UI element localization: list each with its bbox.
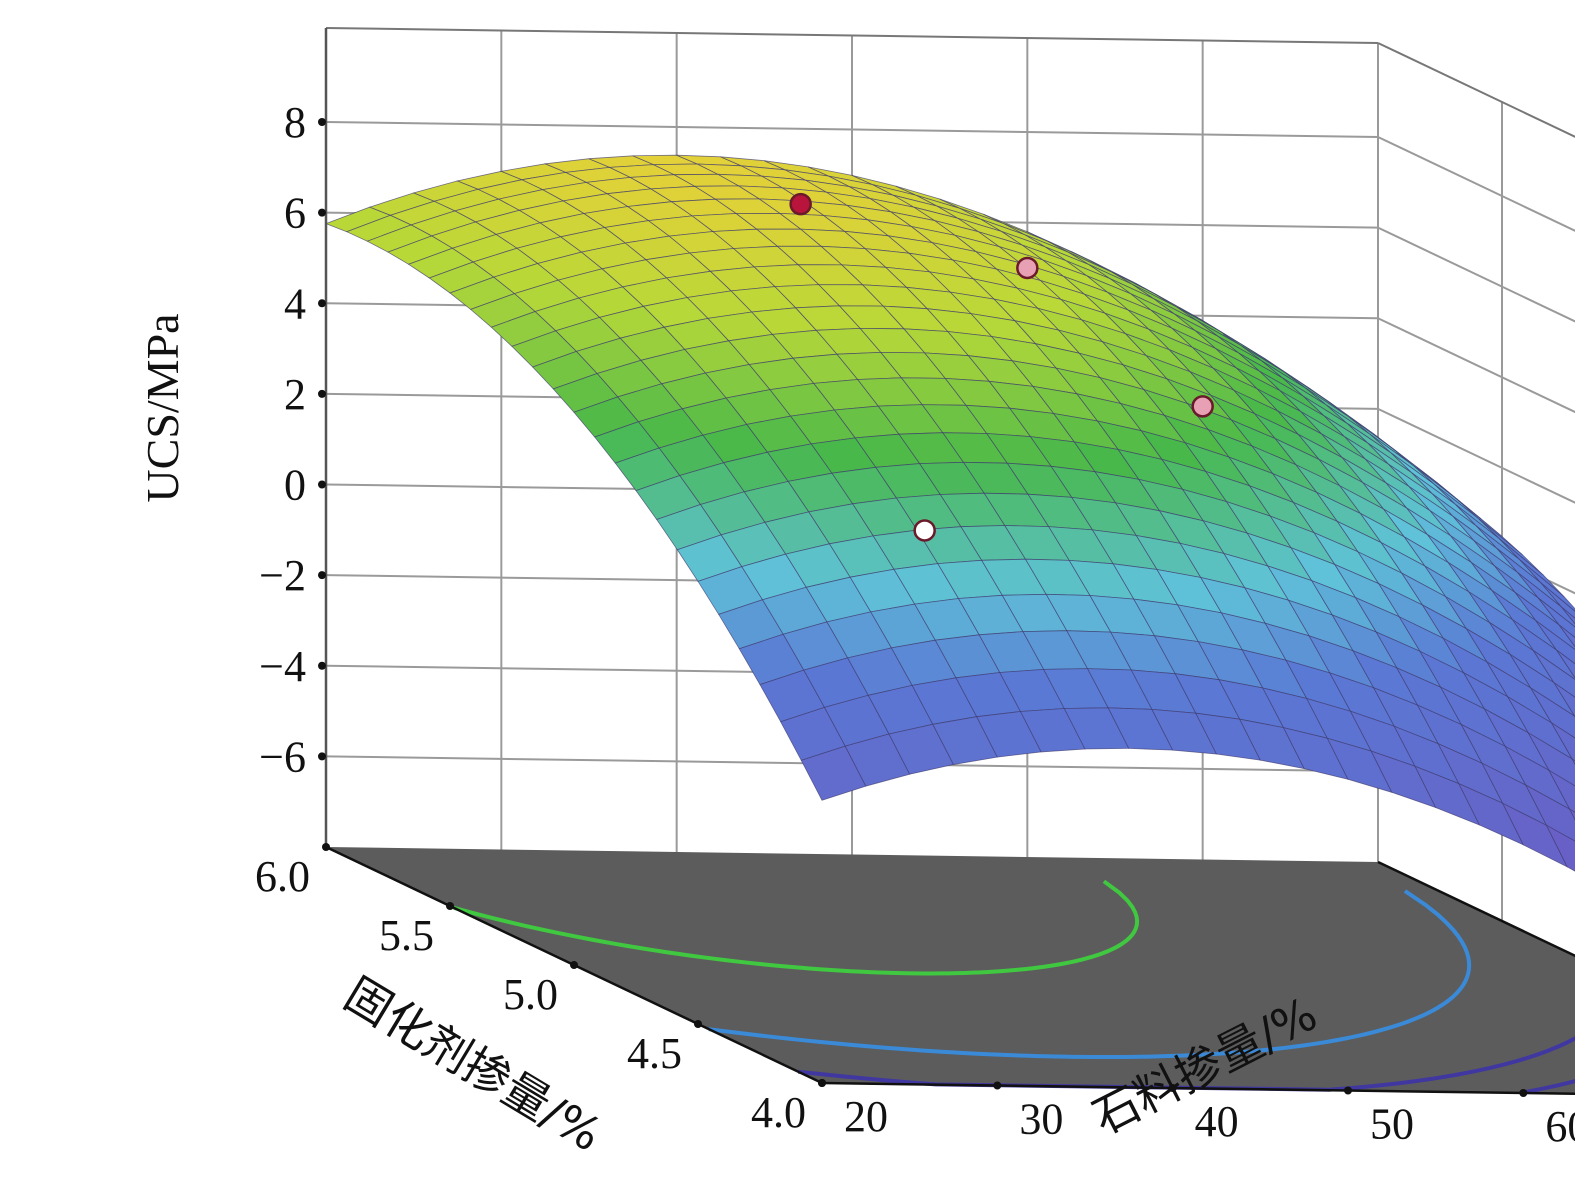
wall-grid-line (1377, 136, 1575, 232)
surface-patch (1512, 619, 1575, 680)
surface-patch (1571, 758, 1575, 765)
agent-tick-label: 4.5 (627, 1029, 682, 1078)
surface-patch (1524, 784, 1575, 842)
contour-line (453, 879, 1140, 976)
z-tick-mark (318, 752, 326, 761)
surface-patch (1568, 808, 1575, 821)
surface-patch (1530, 687, 1575, 739)
agent-tick-label: 6.0 (255, 852, 310, 901)
z-tick-mark (318, 299, 326, 308)
z-tick-label: 6 (284, 189, 306, 238)
stone-tick-label: 40 (1195, 1097, 1239, 1146)
surface-patch (1527, 731, 1575, 787)
surface-patch (1556, 649, 1575, 679)
stone-tick-label: 30 (1019, 1095, 1063, 1144)
z-tick-mark (318, 480, 326, 489)
design-points (789, 192, 1214, 542)
z-tick-label: −2 (259, 551, 306, 600)
agent-axis-label: 固化剂掺量/% (335, 967, 611, 1162)
z-tick-mark (318, 389, 326, 398)
contour-line (1522, 1079, 1575, 1095)
design-point (1016, 256, 1039, 280)
z-tick-label: 2 (284, 370, 306, 419)
z-tick-mark (318, 208, 326, 217)
wall-grid-line (1377, 226, 1575, 323)
wall-grid-line (1377, 407, 1575, 504)
response-surface (324, 154, 1575, 872)
floor-plane (326, 847, 1575, 1094)
z-tick-mark (318, 661, 326, 670)
surface-patch (1537, 597, 1575, 638)
stone-tick-mark (1519, 1089, 1528, 1097)
wall-edge (325, 27, 1379, 44)
surface-patch (1535, 620, 1575, 665)
z-tick-mark (318, 118, 326, 126)
surface-patch (1540, 582, 1575, 619)
stone-tick-mark (818, 1079, 826, 1087)
agent-tick-label: 5.0 (503, 970, 558, 1019)
design-point (1191, 395, 1214, 418)
wall-grid-line (1377, 317, 1575, 414)
surface-patch (1558, 624, 1575, 648)
surface-patch (1532, 650, 1575, 698)
surface-patch (1551, 722, 1575, 762)
z-tick-mark (318, 571, 326, 580)
z-tick-label: 4 (284, 279, 306, 328)
design-point (913, 519, 936, 542)
agent-tick-label: 5.5 (379, 911, 434, 960)
z-tick-label: 0 (284, 461, 306, 510)
z-tick-label: 8 (284, 98, 306, 147)
surface-patch (1519, 559, 1575, 612)
stone-tick-label: 60 (1545, 1102, 1575, 1151)
contour-line (708, 889, 1472, 1060)
wall-edge (1377, 42, 1575, 138)
surface-patch (1517, 572, 1575, 628)
agent-tick-mark (570, 961, 578, 969)
stone-tick-label: 50 (1370, 1100, 1414, 1149)
agent-tick-mark (322, 843, 330, 851)
surface-patch (1553, 682, 1575, 717)
z-tick-label: −4 (259, 642, 306, 691)
agent-tick-label: 4.0 (751, 1088, 806, 1137)
stone-tick-mark (993, 1081, 1002, 1090)
surface-patch (1545, 824, 1575, 872)
surface-patch (1561, 606, 1575, 625)
stone-tick-mark (1344, 1086, 1352, 1095)
agent-tick-mark (694, 1020, 702, 1028)
wall-grid-line (325, 121, 1379, 138)
design-point (789, 192, 812, 216)
agent-tick-mark (446, 902, 454, 910)
z-tick-label: −6 (259, 732, 306, 781)
floor-pane (326, 847, 1575, 1094)
surface-patch (1514, 592, 1575, 651)
z-axis-label: UCS/MPa (137, 313, 188, 502)
surface-patch (1547, 769, 1575, 813)
floor-edge (1377, 860, 1575, 958)
stone-tick-label: 20 (844, 1092, 888, 1141)
stone-tick-mark (1168, 1084, 1177, 1092)
